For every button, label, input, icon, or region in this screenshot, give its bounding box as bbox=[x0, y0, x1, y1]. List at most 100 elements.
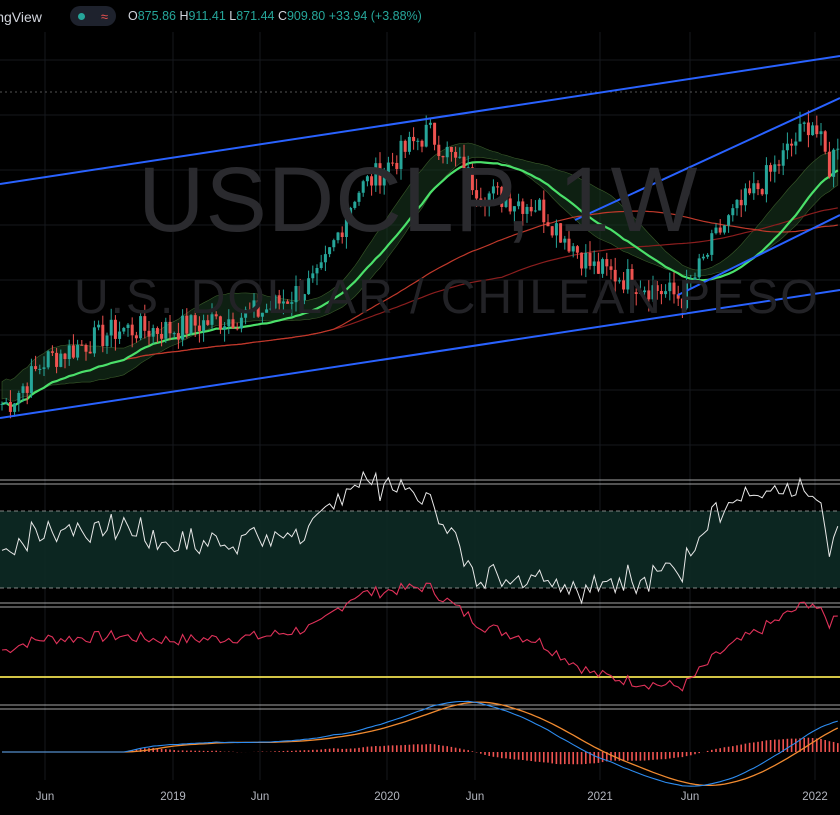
candle-body bbox=[206, 320, 210, 325]
candle-body bbox=[25, 386, 29, 393]
candle-body bbox=[76, 344, 80, 358]
candle-body bbox=[164, 321, 168, 339]
channel2-lower-line bbox=[677, 214, 840, 296]
candle-body bbox=[84, 345, 88, 352]
x-tick-label: 2019 bbox=[160, 791, 186, 803]
candle-body bbox=[827, 151, 831, 177]
candle-body bbox=[4, 402, 8, 404]
candle-body bbox=[546, 222, 550, 227]
candle-body bbox=[567, 238, 571, 252]
candle-body bbox=[538, 199, 542, 211]
ma-mid-line bbox=[1, 210, 838, 407]
candle-body bbox=[214, 314, 218, 317]
candle-body bbox=[596, 261, 600, 274]
symbol-watermark: USDCLP, 1W bbox=[138, 149, 699, 251]
candle-body bbox=[693, 277, 697, 281]
candle-body bbox=[722, 225, 726, 233]
candle-body bbox=[260, 312, 264, 317]
candle-body bbox=[13, 403, 17, 412]
candle-body bbox=[659, 291, 663, 295]
candle-body bbox=[525, 206, 529, 214]
candle-body bbox=[781, 150, 785, 166]
candle-body bbox=[806, 122, 810, 136]
green-dot-icon bbox=[77, 12, 85, 20]
candle-body bbox=[638, 292, 642, 294]
candle-body bbox=[17, 392, 21, 404]
channel-lower-line bbox=[0, 289, 840, 419]
candle-body bbox=[533, 210, 537, 212]
candle-body bbox=[420, 140, 424, 147]
candle-body bbox=[609, 266, 613, 270]
candle-body bbox=[462, 156, 466, 179]
low-label: L bbox=[229, 9, 237, 23]
candle-body bbox=[319, 262, 323, 268]
candle-body bbox=[521, 201, 525, 214]
candle-body bbox=[601, 259, 605, 274]
candle-body bbox=[710, 233, 714, 255]
channel2-upper-line bbox=[574, 97, 840, 221]
candle-body bbox=[458, 156, 462, 158]
candle-body bbox=[798, 123, 802, 142]
candle-body bbox=[340, 232, 344, 237]
candle-body bbox=[353, 201, 357, 208]
candle-body bbox=[437, 144, 441, 157]
x-tick-label: 2020 bbox=[374, 791, 400, 803]
candle-body bbox=[575, 246, 579, 253]
candle-body bbox=[512, 206, 516, 212]
candle-body bbox=[382, 172, 386, 186]
candle-body bbox=[769, 165, 773, 172]
close-label: C bbox=[277, 9, 287, 23]
brand-logo-text: lingView bbox=[0, 9, 42, 25]
candle-body bbox=[731, 208, 735, 216]
candle-body bbox=[500, 187, 504, 207]
candle-body bbox=[634, 292, 638, 294]
candle-body bbox=[449, 146, 453, 152]
high-label: H bbox=[179, 9, 189, 23]
candle-body bbox=[8, 402, 12, 412]
x-tick-label: Jun bbox=[680, 791, 700, 803]
candle-body bbox=[21, 386, 25, 393]
candle-body bbox=[605, 259, 609, 267]
candle-body bbox=[773, 164, 777, 172]
candle-body bbox=[365, 176, 369, 182]
red-wave-icon: ≈ bbox=[100, 8, 109, 24]
candle-body bbox=[273, 295, 277, 309]
candle-body bbox=[676, 294, 680, 299]
ohlc-readout: O875.86 H911.41 L871.44 C909.80 +33.94 (… bbox=[128, 9, 422, 23]
candle-body bbox=[97, 324, 101, 328]
candle-body bbox=[113, 319, 117, 339]
candle-body bbox=[764, 165, 768, 195]
candle-body bbox=[630, 268, 634, 293]
candle-body bbox=[399, 140, 403, 169]
candle-body bbox=[105, 335, 109, 347]
candle-body bbox=[592, 261, 596, 266]
candle-body bbox=[197, 325, 201, 332]
candle-body bbox=[80, 344, 84, 346]
candle-body bbox=[412, 136, 416, 142]
candle-body bbox=[88, 351, 92, 354]
candle-body bbox=[126, 324, 130, 328]
candle-body bbox=[265, 309, 269, 313]
ma-fast-line bbox=[1, 161, 839, 408]
candle-body bbox=[307, 278, 311, 295]
candle-body bbox=[445, 146, 449, 158]
candle-body bbox=[185, 315, 189, 334]
candle-body bbox=[323, 254, 327, 263]
candle-body bbox=[315, 267, 319, 274]
candle-body bbox=[176, 333, 180, 340]
candle-body bbox=[554, 223, 558, 236]
candle-body bbox=[122, 327, 126, 332]
candle-body bbox=[475, 190, 479, 199]
candle-body bbox=[479, 198, 483, 202]
candle-body bbox=[794, 141, 798, 146]
candle-body bbox=[193, 315, 197, 326]
candle-body bbox=[67, 345, 71, 360]
candle-body bbox=[647, 290, 651, 300]
indicator-toggle[interactable]: ≈ bbox=[70, 6, 116, 26]
candle-body bbox=[819, 131, 823, 135]
candle-body bbox=[328, 247, 332, 255]
candle-body bbox=[832, 149, 836, 177]
candle-body bbox=[697, 258, 701, 278]
